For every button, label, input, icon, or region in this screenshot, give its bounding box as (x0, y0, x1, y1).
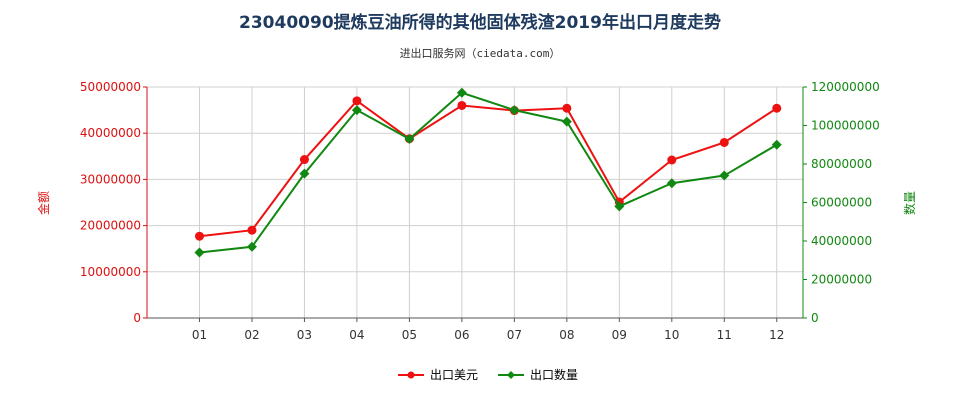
series-2-point (404, 133, 415, 144)
x-tick-label: 06 (454, 328, 469, 342)
chart-subtitle: 进出口服务网（ciedata.com） (399, 47, 561, 60)
series-2-point (351, 105, 362, 116)
series-2-point (299, 168, 310, 179)
x-tick-label: 05 (402, 328, 417, 342)
x-tick-label: 09 (612, 328, 627, 342)
axes (146, 87, 804, 319)
series-2-point (719, 170, 730, 181)
right-tick-label: 20000000 (811, 273, 872, 287)
series-1-point (562, 103, 572, 113)
right-tick-label: 80000000 (811, 157, 872, 171)
left-axis-ticks: 0 10000000 20000000 30000000 40000000 5000000… (80, 80, 147, 325)
series-1-point (194, 231, 204, 241)
left-tick-label: 10000000 (80, 265, 141, 279)
series-2-point (246, 241, 257, 252)
series-1-point (299, 155, 309, 165)
legend-marker-1 (407, 371, 415, 379)
right-tick-label: 120000000 (811, 80, 880, 94)
right-tick-label: 60000000 (811, 196, 872, 210)
grid-lines (147, 86, 803, 318)
right-tick-label: 40000000 (811, 234, 872, 248)
series-2-point (509, 105, 520, 116)
left-tick-label: 40000000 (80, 126, 141, 140)
series-line-1 (199, 99, 778, 238)
x-tick-label: 02 (244, 328, 259, 342)
left-tick-label: 50000000 (80, 80, 141, 94)
series-2-point (456, 87, 467, 98)
series-1-point (247, 225, 257, 235)
left-tick-label: 20000000 (80, 219, 141, 233)
legend: 出口美元 出口数量 (398, 367, 578, 382)
series-1-point (719, 137, 729, 147)
series-2-point (771, 139, 782, 150)
series-line-2 (199, 91, 778, 254)
legend-label-2: 出口数量 (530, 367, 578, 382)
x-tick-label: 03 (297, 328, 312, 342)
chart-title: 23040090提炼豆油所得的其他固体残渣2019年出口月度走势 (239, 13, 721, 33)
x-tick-label: 10 (664, 328, 679, 342)
series-2-point (614, 201, 625, 212)
series-2-point (666, 178, 677, 189)
series-2-point (194, 247, 205, 258)
right-tick-label: 0 (811, 311, 819, 325)
x-tick-label: 12 (769, 328, 784, 342)
right-axis-title: 数量 (902, 191, 917, 215)
x-tick-label: 04 (349, 328, 364, 342)
legend-label-1: 出口美元 (430, 368, 478, 382)
x-tick-label: 11 (717, 328, 732, 342)
series-1-point (457, 100, 467, 110)
x-axis-ticks: 01 02 03 04 05 06 07 08 09 10 11 12 (192, 318, 784, 342)
right-tick-label: 100000000 (811, 119, 880, 133)
series-layer (194, 87, 782, 258)
x-tick-label: 07 (507, 328, 522, 342)
left-tick-label: 30000000 (80, 172, 141, 186)
x-tick-label: 08 (559, 328, 574, 342)
series-1-point (352, 96, 362, 106)
series-1-point (772, 103, 782, 113)
series-1-point (667, 155, 677, 165)
legend-marker-2 (507, 371, 515, 379)
left-tick-label: 0 (133, 311, 141, 325)
right-axis-ticks: 0 20000000 40000000 60000000 80000000 1000000… (803, 80, 880, 325)
series-2-point (561, 116, 572, 127)
left-axis-title: 金额 (36, 191, 51, 215)
x-tick-label: 01 (192, 328, 207, 342)
